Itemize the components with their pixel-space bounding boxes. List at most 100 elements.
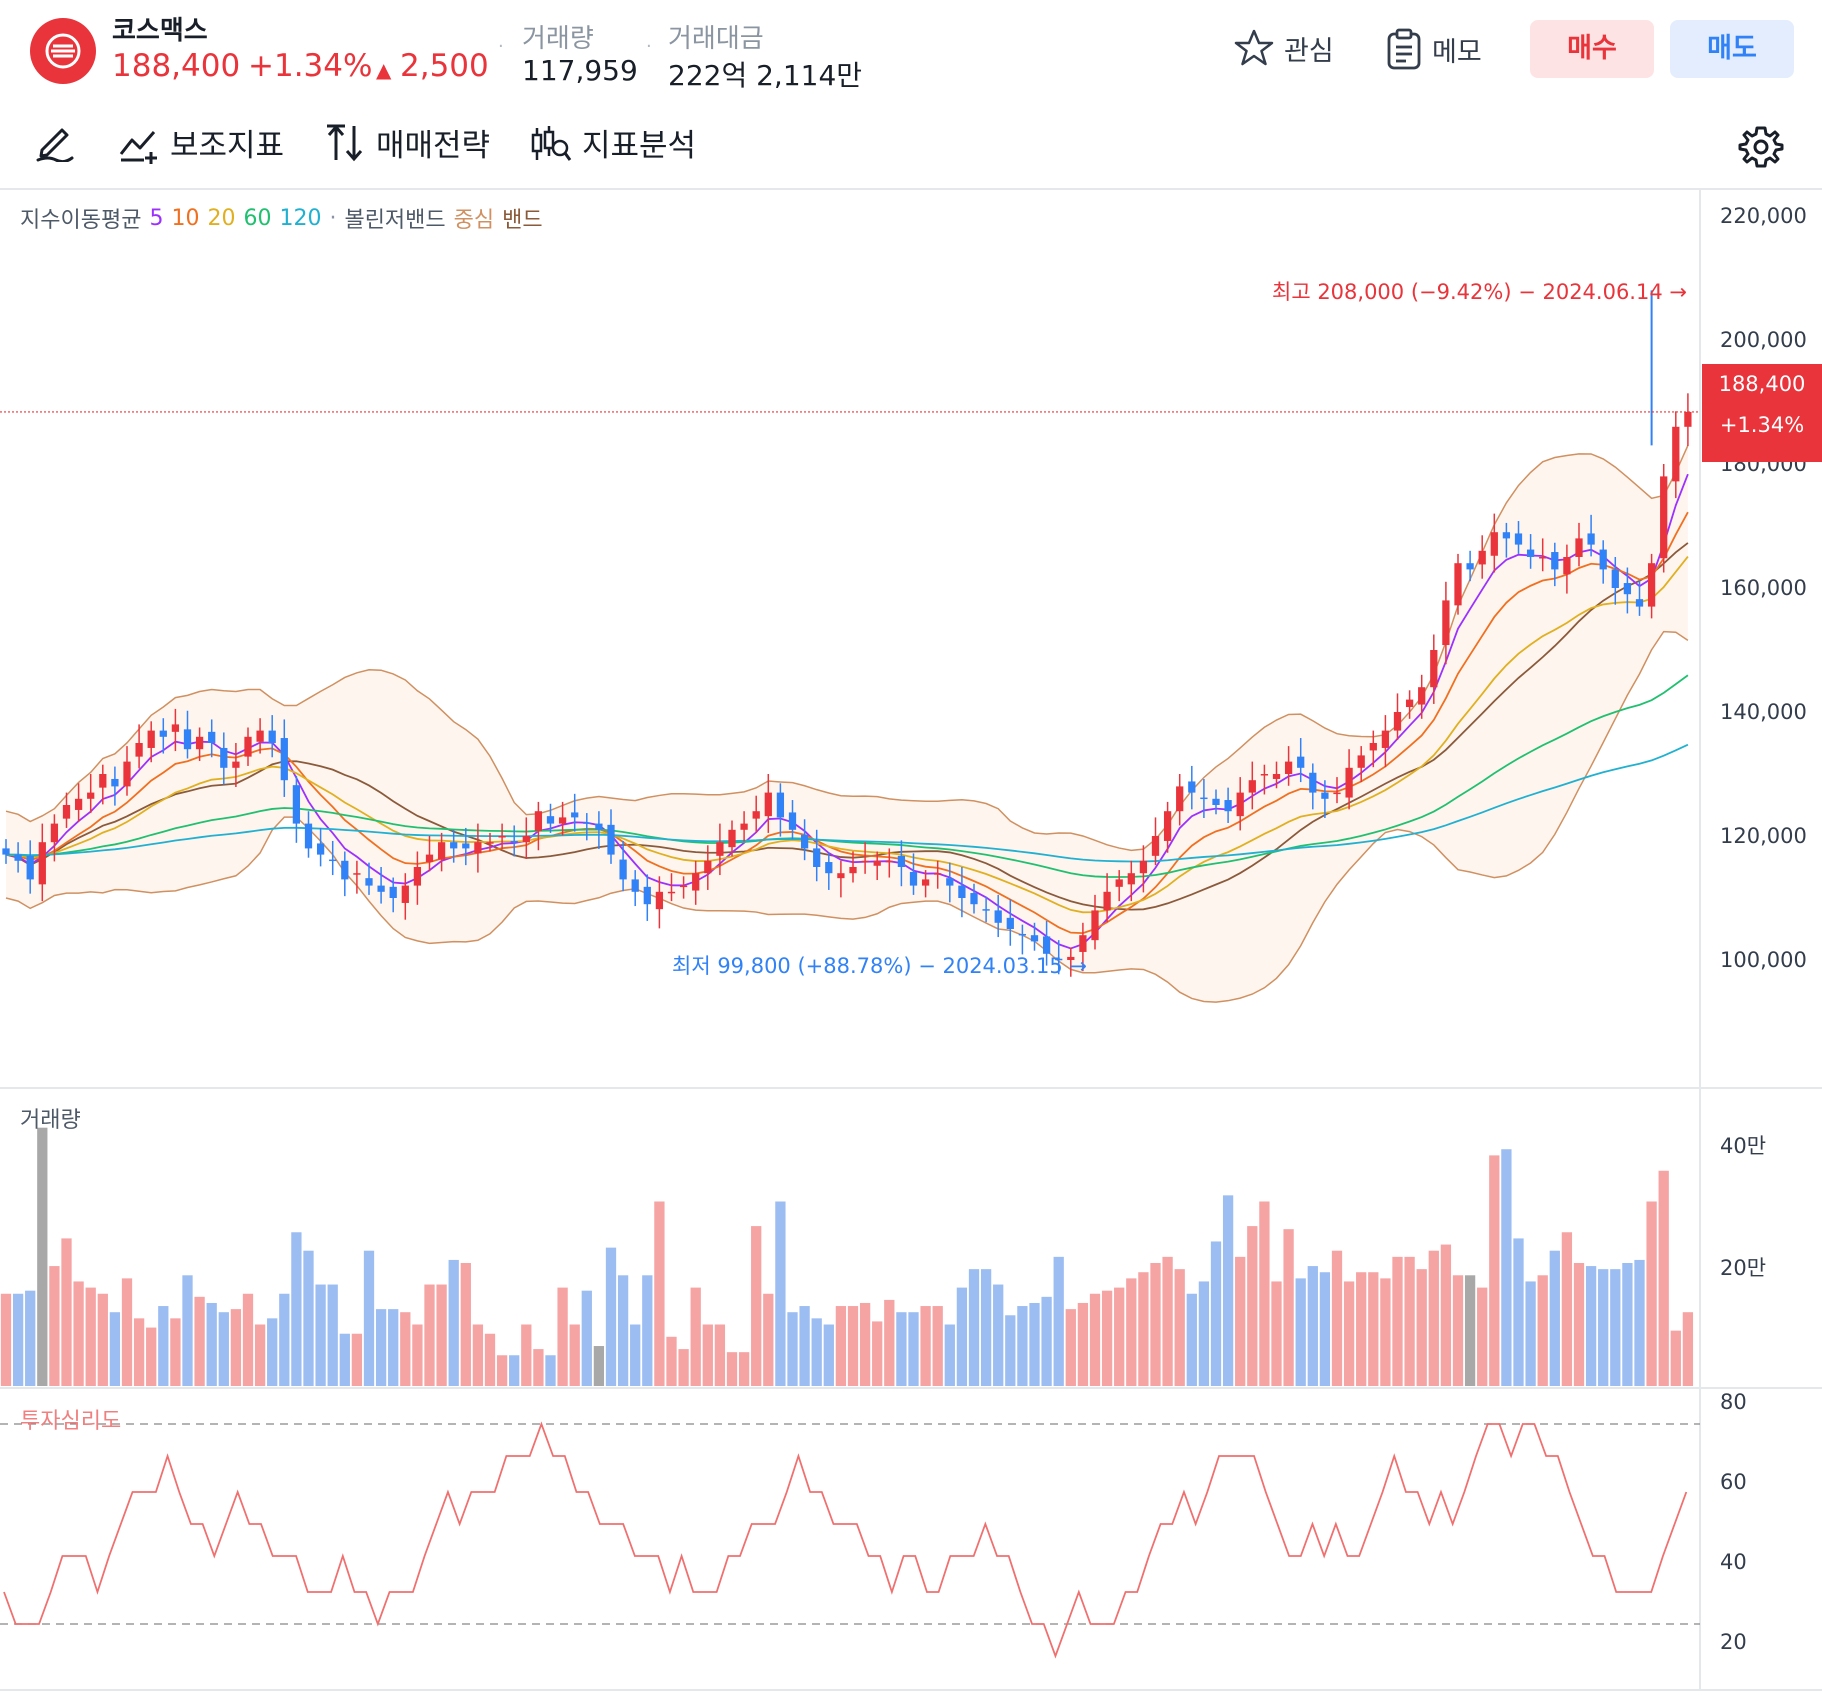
candle-body [1018, 933, 1027, 936]
volume-bar [1041, 1296, 1052, 1386]
strategy-label: 매매전략 [376, 128, 491, 164]
candle-body [1200, 797, 1208, 800]
candle-body [1224, 800, 1232, 812]
volume-bar [351, 1333, 363, 1386]
volume-bar [1440, 1244, 1452, 1386]
candle-body [486, 842, 494, 844]
volume-bar [133, 1318, 145, 1386]
candle-body [1611, 569, 1619, 588]
candle-body [1539, 557, 1547, 559]
volume-bar [12, 1293, 24, 1386]
volume-bar [1670, 1330, 1681, 1386]
candle-body [740, 823, 748, 830]
volume-bar [1247, 1226, 1258, 1386]
volume-bar [1114, 1287, 1125, 1386]
candle-body [571, 812, 579, 818]
volume-bar [1343, 1281, 1355, 1386]
chart-toolbar: 보조지표 매매전략 지표분석 [0, 100, 1822, 190]
candle-body [1405, 699, 1414, 708]
strategy-button[interactable]: 매매전략 [324, 120, 490, 165]
candle-body [389, 886, 397, 898]
candle-body [1260, 774, 1269, 776]
sentiment-tick-label: 80 [1720, 1390, 1747, 1414]
candle-body [1297, 756, 1305, 768]
change-rate: +1.34% [248, 48, 373, 84]
volume-bar [315, 1284, 326, 1386]
volume-bar [182, 1275, 193, 1386]
candle-body [74, 798, 83, 810]
volume-bar [605, 1247, 617, 1386]
watch-button[interactable]: 관심 [1234, 28, 1334, 68]
volume-value: 117,959 [522, 54, 638, 87]
volume-bar [521, 1324, 532, 1386]
candle-body [280, 738, 288, 781]
gear-icon [1738, 126, 1784, 168]
candle-body [982, 909, 990, 911]
candle-body [1284, 761, 1293, 774]
memo-button[interactable]: 메모 [1386, 28, 1482, 70]
candle-body [1454, 563, 1462, 606]
high-annotation: 최고 208,000 (−9.42%) − 2024.06.14 → [1272, 280, 1687, 304]
volume-bar [1537, 1275, 1548, 1386]
volume-bar [1634, 1259, 1645, 1386]
candle-body [704, 860, 712, 874]
volume-bar [327, 1284, 338, 1386]
volume-bar [654, 1201, 665, 1386]
volume-bar [1186, 1293, 1197, 1386]
memo-label: 메모 [1432, 36, 1482, 68]
candle-body [401, 885, 409, 903]
candle-body [159, 730, 167, 737]
bollinger-lower-line [5, 630, 1689, 1003]
sell-button[interactable]: 매도 [1670, 20, 1794, 78]
indicator-chart-icon [119, 130, 157, 164]
candle-body [873, 860, 881, 866]
candle-body [1115, 879, 1123, 887]
candle-body [679, 885, 688, 888]
candle-body [1660, 476, 1668, 559]
settings-button[interactable] [1738, 124, 1784, 174]
candle-body [498, 836, 506, 838]
volume-bar [1101, 1290, 1113, 1386]
volume-bar [872, 1321, 883, 1386]
candle-body [667, 891, 676, 894]
volume-bar [25, 1290, 36, 1386]
candle-body [522, 836, 530, 843]
volume-bar [1174, 1269, 1185, 1386]
candle-body [764, 792, 772, 817]
volume-bar [1404, 1256, 1415, 1386]
candle-body [1357, 755, 1365, 768]
volume-bar [1585, 1266, 1597, 1386]
change-amount: 2,500 [400, 48, 489, 84]
buy-button[interactable]: 매수 [1530, 20, 1654, 78]
candle-body [728, 829, 736, 848]
candle-body [994, 910, 1002, 923]
volume-bar [230, 1309, 242, 1386]
volume-bar [49, 1266, 60, 1386]
candle-body [62, 805, 71, 819]
draw-button[interactable] [34, 120, 76, 162]
candle-body [14, 854, 22, 861]
candle-body [1478, 550, 1486, 565]
low-annotation: 최저 99,800 (+88.78%) − 2024.03.15 → [672, 954, 1087, 978]
chart-grid [0, 190, 1822, 1691]
price-tag-value: 188,400 [1718, 372, 1806, 396]
candle-body [788, 812, 797, 830]
candle-body [1030, 935, 1039, 942]
volume-bar [545, 1355, 556, 1386]
volume-bar [291, 1232, 302, 1386]
indicator-button[interactable]: 보조지표 [118, 120, 284, 165]
candle-body [1345, 767, 1353, 798]
candle-body [1272, 774, 1281, 779]
candle-body [1321, 792, 1329, 799]
candle-body [2, 848, 10, 855]
volume-bar [884, 1299, 895, 1386]
up-arrow-icon: ▲ [376, 58, 392, 82]
volume-bar [218, 1312, 229, 1386]
volume-bar [363, 1250, 375, 1386]
indicator-label: 보조지표 [170, 128, 285, 164]
candle-body [256, 730, 264, 742]
analysis-button[interactable]: 지표분석 [530, 120, 696, 165]
candle-body [365, 878, 373, 886]
candle-body [437, 842, 446, 860]
